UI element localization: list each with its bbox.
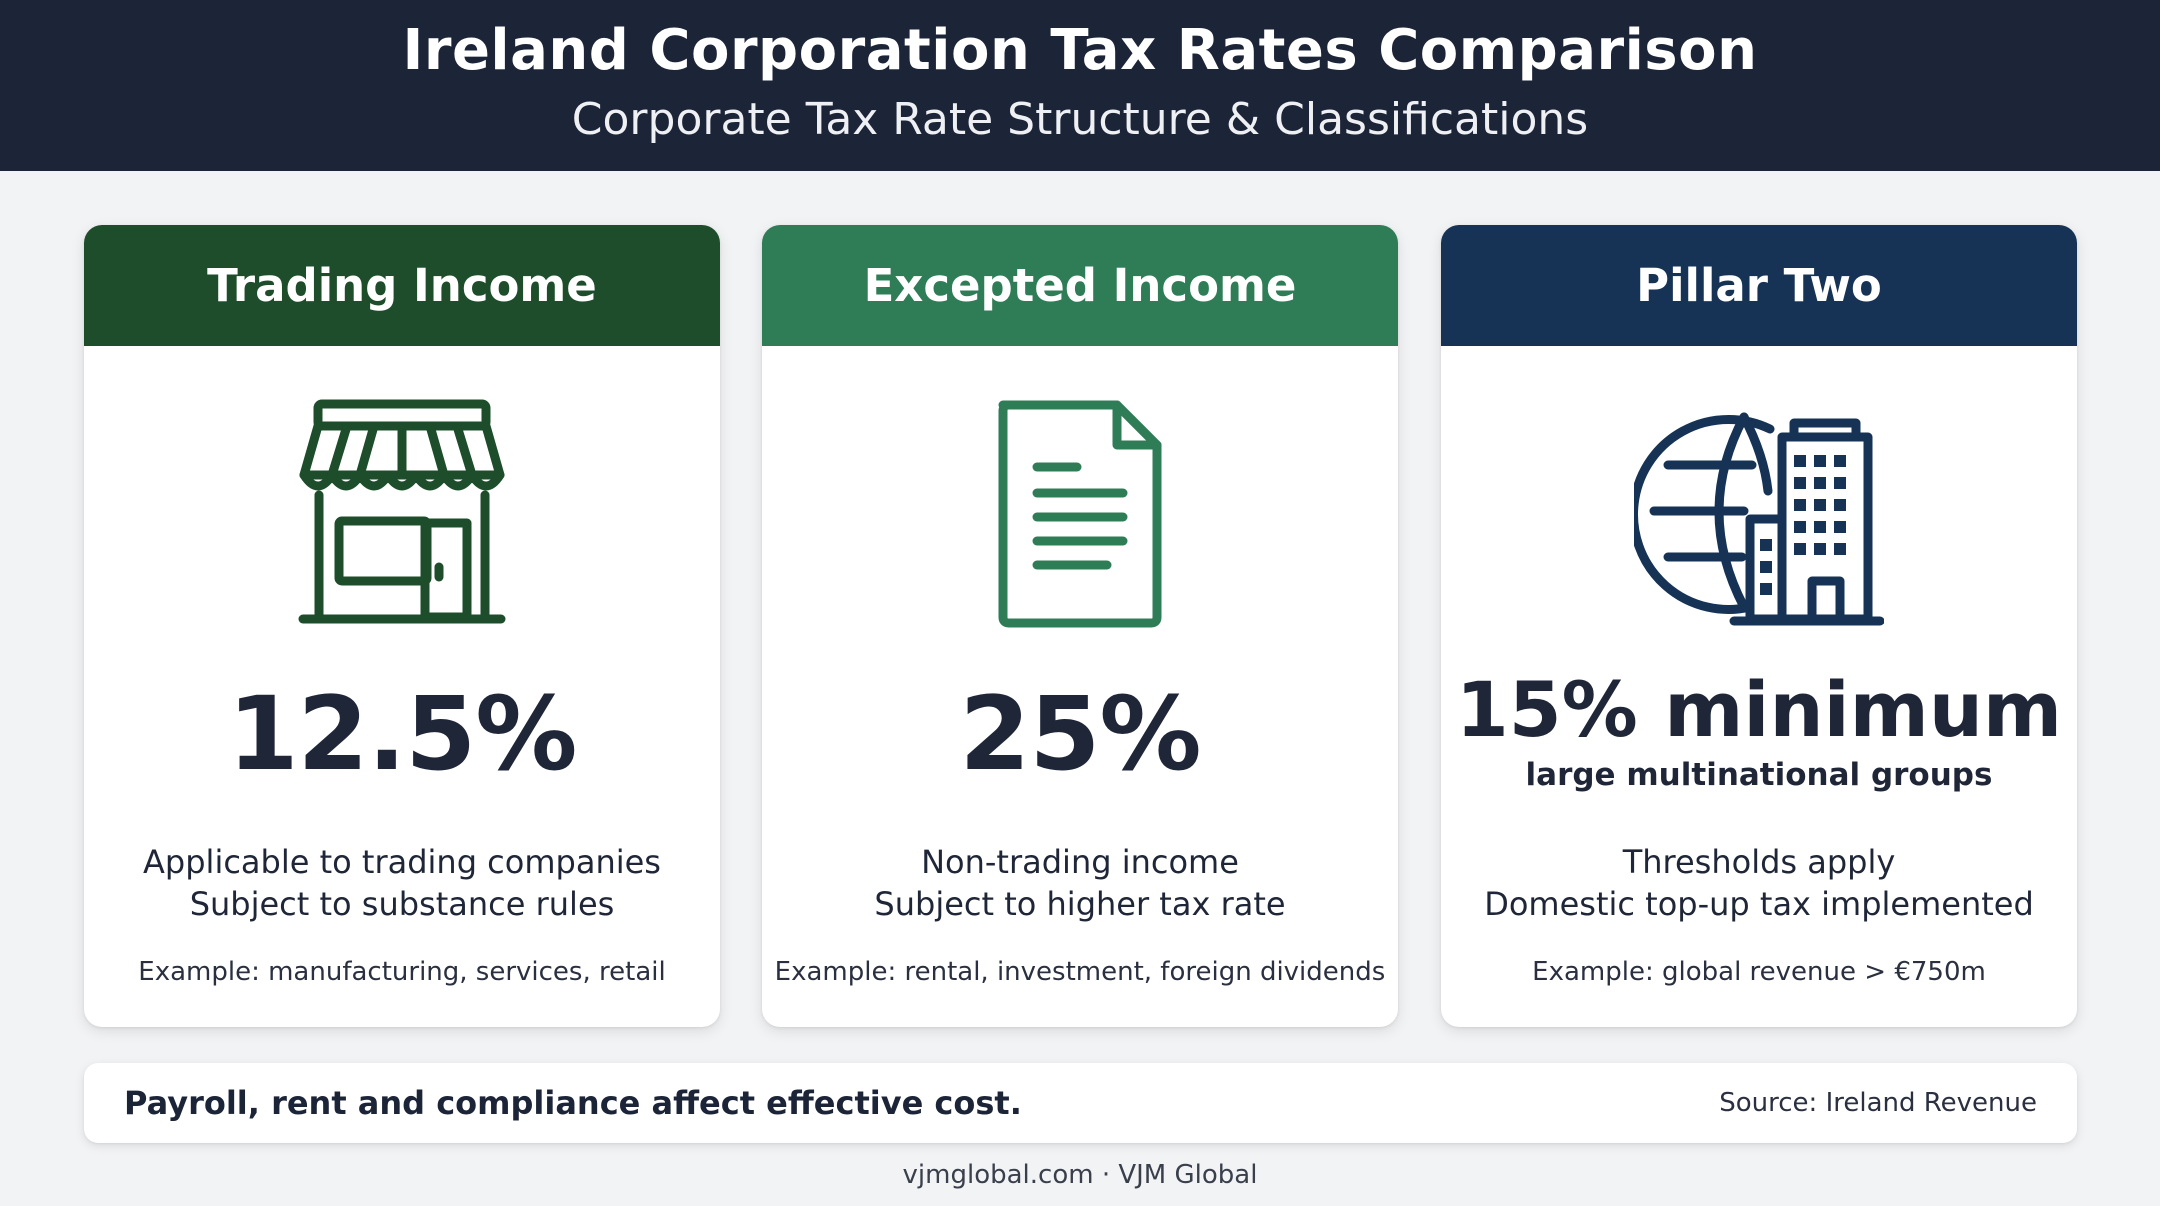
- card-description: Thresholds apply Domestic top-up tax imp…: [1441, 841, 2077, 925]
- page-title: Ireland Corporation Tax Rates Comparison: [402, 18, 1758, 83]
- card-example: Example: rental, investment, foreign div…: [774, 957, 1386, 987]
- card-trading-income: Trading Income 12.5% Applicable to tradi…: [84, 225, 720, 1027]
- card-excepted-income: Excepted Income 25% Non-trading income S…: [762, 225, 1398, 1027]
- card-example: Example: global revenue > €750m: [1532, 957, 1986, 987]
- description-line: Subject to substance rules: [189, 885, 615, 923]
- tax-rate: 12.5%: [227, 675, 578, 794]
- footer-note: Payroll, rent and compliance affect effe…: [124, 1084, 1022, 1122]
- card-example: Example: manufacturing, services, retail: [138, 957, 666, 987]
- rate-note: large multinational groups: [1525, 757, 1993, 793]
- page-subtitle: Corporate Tax Rate Structure & Classific…: [571, 94, 1589, 145]
- credit-line: vjmglobal.com · VJM Global: [902, 1160, 1258, 1190]
- card-title: Trading Income: [84, 225, 720, 346]
- description-line: Domestic top-up tax implemented: [1484, 885, 2034, 923]
- description-line: Applicable to trading companies: [143, 843, 661, 881]
- description-line: Thresholds apply: [1622, 843, 1896, 881]
- card-title: Pillar Two: [1441, 225, 2077, 346]
- description-line: Non-trading income: [921, 843, 1239, 881]
- document-icon: [955, 395, 1205, 635]
- source-label: Source: Ireland Revenue: [1719, 1088, 2037, 1118]
- card-title: Excepted Income: [762, 225, 1398, 346]
- tax-rate: 15% minimum: [1455, 665, 2063, 754]
- globe-building-icon: [1634, 395, 1884, 635]
- storefront-icon: [277, 395, 527, 635]
- card-description: Applicable to trading companies Subject …: [84, 841, 720, 925]
- card-description: Non-trading income Subject to higher tax…: [762, 841, 1398, 925]
- card-pillar-two: Pillar Two: [1441, 225, 2077, 1027]
- header-banner: Ireland Corporation Tax Rates Comparison…: [0, 0, 2160, 171]
- description-line: Subject to higher tax rate: [874, 885, 1286, 923]
- tax-rate: 25%: [959, 675, 1201, 794]
- footer-note-bar: Payroll, rent and compliance affect effe…: [84, 1063, 2077, 1143]
